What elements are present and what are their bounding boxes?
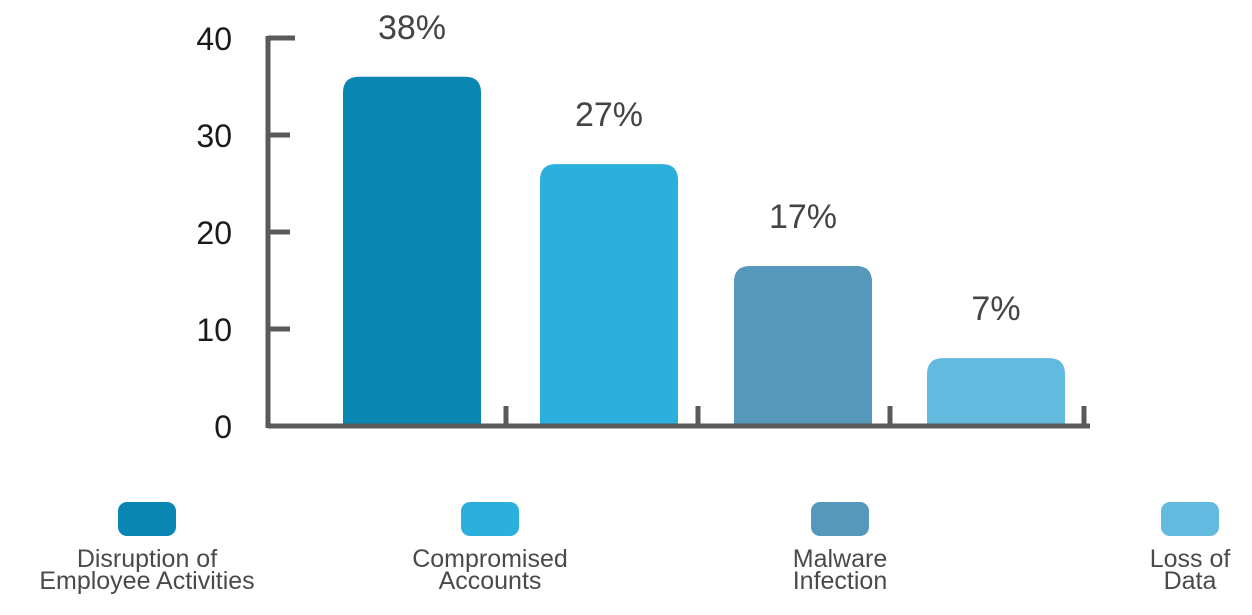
legend-item-1: Compromised Accounts [360,502,620,595]
y-tick-label-0: 0 [214,409,232,445]
legend-label-3: Loss of Data [1149,545,1231,595]
legend-item-0: Disruption of Employee Activities [17,502,277,595]
data-label-0: 38% [378,9,446,47]
legend-label-2: Malware Infection [792,545,888,595]
bar-1 [540,164,678,426]
legend-swatch-3 [1161,502,1219,536]
y-tick-label-10: 10 [196,312,232,348]
bar-0 [343,76,481,427]
y-axis-ticks: 0 10 20 30 40 [196,21,290,445]
data-label-3: 7% [971,290,1020,328]
legend-label-0: Disruption of Employee Activities [39,545,255,595]
legend-swatch-0 [118,502,176,536]
y-tick-label-20: 20 [196,215,232,251]
bar-2 [734,265,872,426]
y-tick-label-40: 40 [196,21,232,57]
legend-item-3: Loss of Data [1060,502,1252,595]
bar-3 [927,358,1065,426]
data-label-1: 27% [575,96,643,134]
data-label-2: 17% [769,198,837,236]
legend-item-2: Malware Infection [710,502,970,595]
axes [265,35,1090,429]
legend-swatch-2 [811,502,869,536]
data-labels: 38% 27% 17% 7% [378,9,1021,328]
bars [343,76,1065,427]
legend-label-1: Compromised Accounts [412,545,568,595]
y-tick-label-30: 30 [196,118,232,154]
legend-swatch-1 [461,502,519,536]
